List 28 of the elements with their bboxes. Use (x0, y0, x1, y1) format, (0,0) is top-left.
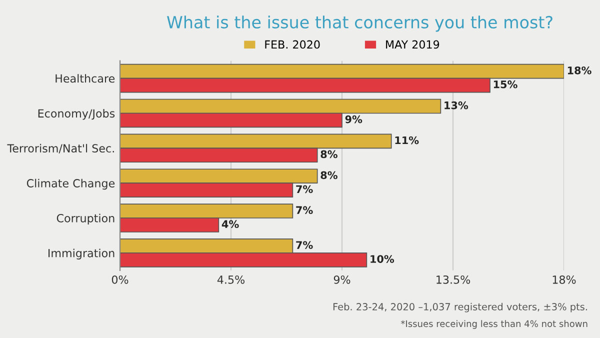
legend-label: MAY 2019 (386, 40, 440, 49)
y-tick-label: Climate Change (26, 178, 115, 190)
data-label: 7% (296, 185, 313, 194)
text: *Issues receiving less than 4% not shown (400, 320, 588, 329)
text: Feb. 23-24, 2020 –1,037 registered voters, ±3% pts. (333, 302, 587, 312)
x-tick-label: 13.5% (436, 275, 470, 284)
chart-title: What is the issue that concerns you the most? (167, 16, 552, 32)
data-label: 4% (222, 220, 239, 228)
data-label: 8% (320, 150, 338, 158)
data-label: 9% (345, 115, 362, 124)
y-tick-label: Healthcare (56, 74, 115, 83)
data-label: 7% (296, 241, 313, 249)
x-tick-label: 0% (112, 275, 128, 284)
y-tick-label: Economy/Jobs (38, 109, 115, 120)
legend-label: FEB. 2020 (265, 40, 320, 49)
data-label: 13% (444, 101, 468, 110)
data-label: 11% (395, 136, 419, 144)
data-label: 7% (296, 206, 313, 214)
x-tick-label: 18% (552, 275, 576, 284)
x-tick-label: 9% (334, 275, 350, 284)
data-label: 15% (494, 80, 518, 88)
y-tick-label: Immigration (48, 248, 114, 260)
x-tick-label: 4.5% (217, 275, 244, 284)
data-label: 10% (370, 255, 394, 263)
data-label: 18% (568, 66, 592, 74)
y-tick-label: Corruption (56, 214, 114, 225)
y-tick-label: Terrorism/Nat'l Sec. (7, 144, 114, 154)
data-label: 8% (320, 171, 338, 180)
